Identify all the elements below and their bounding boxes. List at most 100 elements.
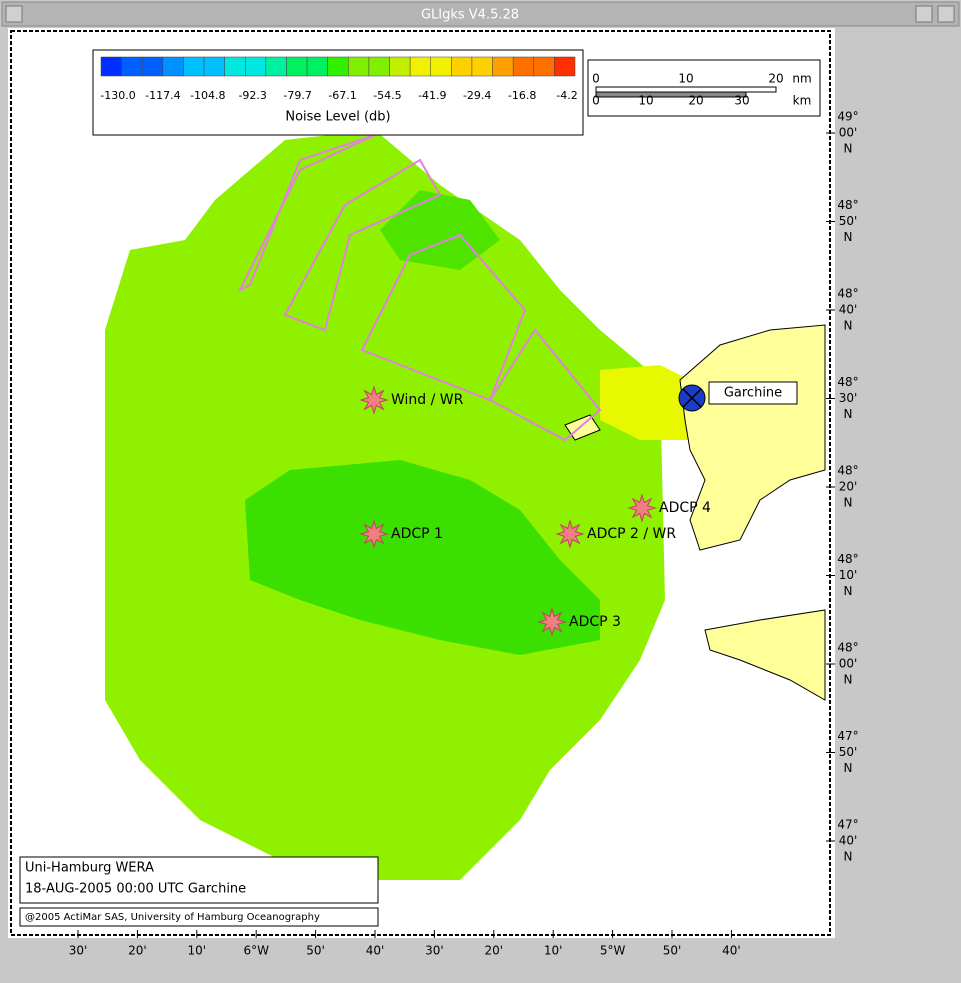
lon-label: 10' xyxy=(544,944,563,958)
lon-label: 6°W xyxy=(243,944,269,958)
lon-label: 40' xyxy=(366,944,385,958)
colorbar-label: -67.1 xyxy=(328,89,356,102)
lat-minute: 50' xyxy=(839,214,858,228)
lat-minute: 40' xyxy=(839,834,858,848)
station-marker xyxy=(627,493,657,523)
low-noise-area xyxy=(245,460,600,655)
colorbar-cell xyxy=(286,56,308,77)
minimize-button[interactable] xyxy=(915,5,933,23)
longitude-labels: 30' 20' 10' 6°W 50' 40' 30' 20' 10' 5°W 50' 40' xyxy=(69,930,741,958)
lon-label: 10' xyxy=(188,944,207,958)
colorbar-cell xyxy=(224,56,246,77)
land xyxy=(704,609,826,701)
lat-minute: 50' xyxy=(839,745,858,759)
colorbar-label: -92.3 xyxy=(238,89,266,102)
colorbar-cell xyxy=(327,56,349,77)
maximize-button[interactable] xyxy=(937,5,955,23)
lat-hemisphere: N xyxy=(844,496,853,510)
colorbar-label: -16.8 xyxy=(508,89,536,102)
zones xyxy=(237,134,602,442)
colorbar-cell xyxy=(368,56,390,77)
station-marker xyxy=(359,385,389,415)
colorbar-cell xyxy=(265,56,287,77)
colorbar-cell xyxy=(554,56,576,77)
colorbar-cell xyxy=(121,56,143,77)
lat-minute: 10' xyxy=(839,568,858,582)
land xyxy=(679,324,826,551)
colorbar-cell xyxy=(389,56,411,77)
station-marker xyxy=(359,519,389,549)
scale-label: 20 xyxy=(768,72,783,86)
lat-degree: 48° xyxy=(837,641,858,655)
colorbar-label: -29.4 xyxy=(463,89,491,102)
colorbar-cell xyxy=(183,56,205,77)
colorbar: -130.0 -117.4 -104.8 -92.3 -79.7 -67.1 -54.5 -4… xyxy=(100,56,578,102)
colorbar-cell xyxy=(471,56,493,77)
colorbar-title: Noise Level (db) xyxy=(285,110,390,125)
lat-degree: 48° xyxy=(837,198,858,212)
scale-unit: km xyxy=(793,94,812,108)
lat-degree: 47° xyxy=(837,729,858,743)
colorbar-label: -79.7 xyxy=(283,89,311,102)
lat-degree: 48° xyxy=(837,552,858,566)
map-border xyxy=(10,30,831,936)
colorbar-label: -117.4 xyxy=(145,89,180,102)
lat-degree: 47° xyxy=(837,818,858,832)
colorbar-cell xyxy=(451,56,473,77)
menu-button[interactable] xyxy=(5,5,23,23)
info-line: Uni-Hamburg WERA xyxy=(25,861,154,876)
lat-degree: 48° xyxy=(837,464,858,478)
low-noise-area xyxy=(380,190,500,270)
zone-outline xyxy=(488,328,602,442)
lat-hemisphere: N xyxy=(844,584,853,598)
lat-minute: 00' xyxy=(839,657,858,671)
station-marker xyxy=(555,519,585,549)
scale-label: 20 xyxy=(688,94,703,108)
colorbar-cell xyxy=(430,56,452,77)
scale-bar-km xyxy=(595,91,747,98)
scale-bar-nm xyxy=(595,86,777,93)
high-noise-area xyxy=(600,365,690,440)
latitude-labels: 49° 00' N 48° 50' N 48° 40' N 48° 30' N 48° 20' N 48° 10… xyxy=(826,110,859,864)
lon-label: 5°W xyxy=(600,944,626,958)
lat-hemisphere: N xyxy=(844,761,853,775)
lon-label: 30' xyxy=(69,944,88,958)
colorbar-label: -104.8 xyxy=(190,89,225,102)
copyright-box xyxy=(19,907,379,927)
lat-degree: 48° xyxy=(837,287,858,301)
zone-outline xyxy=(283,158,442,332)
lat-hemisphere: N xyxy=(844,850,853,864)
lon-label: 40' xyxy=(722,944,741,958)
station-label: ADCP 3 xyxy=(569,614,621,630)
window-title: GLIgks V4.5.28 xyxy=(421,8,519,23)
lat-degree: 48° xyxy=(837,375,858,389)
colorbar-cell xyxy=(409,56,431,77)
station-label: ADCP 1 xyxy=(391,526,443,542)
zone-outline xyxy=(237,134,376,293)
colorbar-cell xyxy=(141,56,164,77)
lon-label: 20' xyxy=(485,944,504,958)
scale-label: 0 xyxy=(592,94,600,108)
scale-labels: 0 10 20 nm 0 10 20 30 km xyxy=(592,72,811,108)
copyright: @2005 ActiMar SAS, University of Hamburg… xyxy=(25,912,320,923)
colorbar-label: -4.2 xyxy=(556,89,577,102)
scale-unit: nm xyxy=(792,72,811,86)
lat-hemisphere: N xyxy=(844,673,853,687)
site-label: Garchine xyxy=(724,386,782,401)
lon-label: 50' xyxy=(663,944,682,958)
lat-minute: 00' xyxy=(839,126,858,140)
lat-hemisphere: N xyxy=(844,407,853,421)
colorbar-label: -41.9 xyxy=(418,89,446,102)
colorbar-cell xyxy=(162,56,184,77)
lat-hemisphere: N xyxy=(844,142,853,156)
scale-label: 0 xyxy=(592,72,600,86)
station-marker xyxy=(537,607,567,637)
station-label: Wind / WR xyxy=(391,392,464,408)
site-cross xyxy=(682,388,702,408)
colorbar-cell xyxy=(100,56,122,77)
lon-label: 50' xyxy=(306,944,325,958)
scale-label: 10 xyxy=(678,72,693,86)
station-label: ADCP 4 xyxy=(659,500,711,516)
scale-label: 30 xyxy=(734,94,749,108)
